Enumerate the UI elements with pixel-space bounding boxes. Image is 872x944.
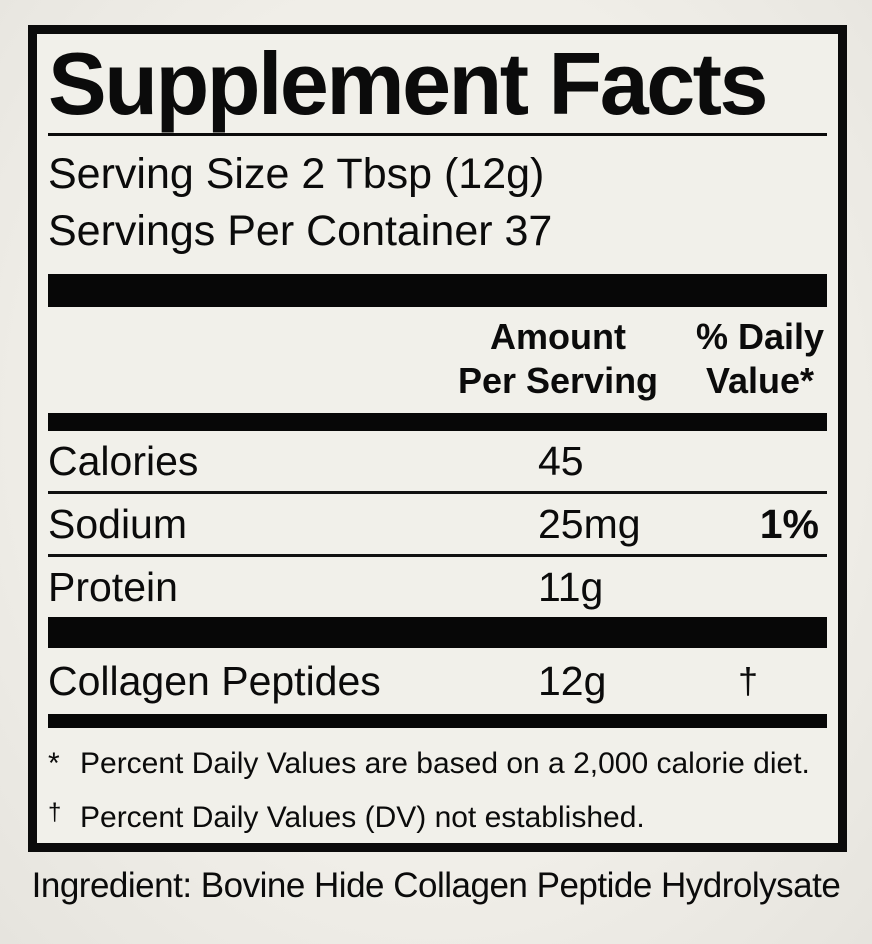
supplement-facts-panel: Supplement Facts Serving Size 2 Tbsp (12… [28, 25, 847, 852]
nutrient-amount: 12g [538, 657, 607, 704]
amount-per-serving-header: Amount Per Serving [457, 316, 659, 401]
panel-title: Supplement Facts [48, 33, 768, 133]
nutrient-row-sodium: Sodium 25mg 1% [48, 494, 827, 557]
servings-per-container-text: Servings Per Container 37 [48, 207, 553, 255]
nutrient-name: Sodium [48, 500, 188, 547]
footnote-text: Percent Daily Values (DV) not establishe… [80, 801, 645, 834]
daily-value-header: % Daily Value* [695, 316, 825, 401]
nutrient-daily-value-dagger: † [737, 660, 759, 701]
nutrient-amount: 45 [538, 437, 584, 484]
footnote-daily-values: * Percent Daily Values are based on a 2,… [48, 746, 827, 782]
header-spacer [48, 315, 423, 403]
thick-separator-bottom [48, 714, 827, 728]
serving-size-text: Serving Size 2 Tbsp (12g) [48, 150, 545, 198]
nutrient-amount: 11g [538, 563, 604, 610]
nutrient-name: Calories [48, 437, 199, 484]
nutrient-name: Collagen Peptides [48, 657, 381, 704]
nutrient-daily-value: 1% [759, 500, 819, 547]
title-divider [48, 133, 827, 136]
nutrient-row-calories: Calories 45 [48, 431, 827, 494]
serving-info: Serving Size 2 Tbsp (12g) Servings Per C… [48, 146, 827, 260]
dagger-mark: † [48, 799, 62, 826]
footnote-text: Percent Daily Values are based on a 2,00… [80, 747, 810, 780]
medium-separator [48, 413, 827, 431]
nutrient-name: Protein [48, 563, 178, 610]
column-header-row: Amount Per Serving % Daily Value* [48, 307, 827, 413]
ingredient-statement: Ingredient: Bovine Hide Collagen Peptide… [31, 866, 841, 905]
thick-separator-top [48, 274, 827, 307]
asterisk-mark: * [48, 747, 60, 780]
nutrient-amount: 25mg [538, 500, 641, 547]
footnote-dv-not-established: † Percent Daily Values (DV) not establis… [48, 799, 827, 836]
nutrient-row-collagen-peptides: Collagen Peptides 12g † [48, 648, 827, 714]
nutrient-row-protein: Protein 11g [48, 557, 827, 617]
thick-separator-middle [48, 617, 827, 648]
